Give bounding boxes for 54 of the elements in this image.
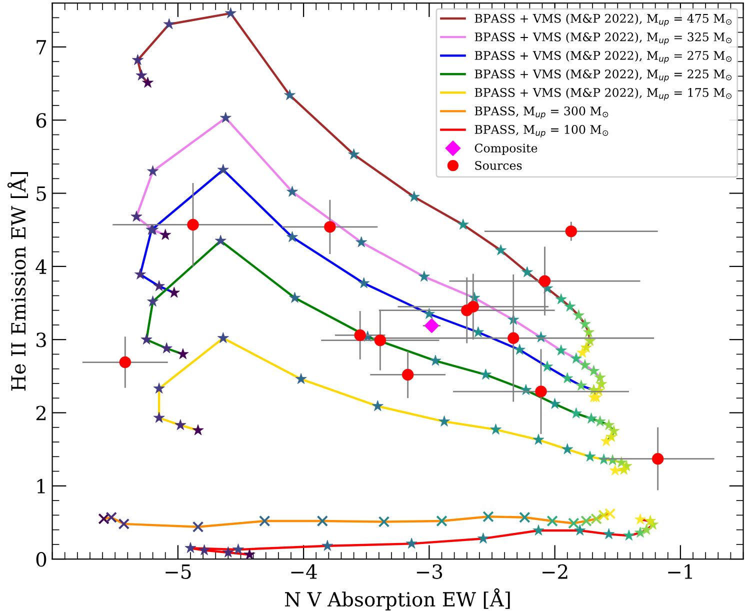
point	[378, 516, 390, 528]
y-tick-label: 6	[36, 113, 46, 128]
point	[535, 386, 547, 398]
legend-label: BPASS, M$_{up}$ = 300 M$_{⊙}$	[474, 106, 608, 119]
x-tick-label: −1	[668, 564, 692, 579]
legend-label: BPASS + VMS (M&P 2022), M$_{up}$ = 275 M$_{⊙}$	[474, 50, 732, 64]
point	[324, 221, 336, 233]
point	[519, 512, 530, 523]
point	[482, 511, 494, 522]
legend-label: BPASS, M$_{up}$ = 100 M$_{⊙}$	[474, 125, 608, 138]
point	[565, 225, 577, 238]
point	[402, 368, 414, 381]
y-axis-title: He II Emission EW [Å]	[7, 172, 28, 391]
legend-label: BPASS + VMS (M&P 2022), M$_{up}$ = 475 M$_{⊙}$	[474, 14, 732, 26]
point	[106, 512, 117, 523]
point	[546, 515, 558, 527]
x-tick-label: −5	[166, 564, 191, 579]
legend-label: Sources	[475, 160, 522, 170]
point	[354, 329, 366, 342]
y-tick-label: 4	[36, 259, 46, 274]
x-tick-label: −4	[291, 564, 317, 579]
point	[436, 515, 448, 527]
point	[316, 515, 328, 527]
point	[192, 521, 204, 533]
y-tick-label: 1	[37, 478, 45, 494]
point	[590, 513, 602, 524]
legend-label: BPASS + VMS (M&P 2022), M$_{up}$ = 225 M$_{⊙}$	[474, 69, 732, 82]
y-tick-label: 3	[36, 332, 46, 348]
point	[604, 508, 616, 520]
legend-label: BPASS + VMS (M&P 2022), M$_{up}$ = 325 M$_{⊙}$	[474, 32, 732, 45]
point	[568, 518, 580, 529]
point	[508, 332, 520, 344]
point	[580, 515, 592, 527]
point	[119, 356, 131, 368]
point	[374, 334, 386, 346]
point	[118, 518, 130, 530]
point	[187, 218, 199, 231]
point	[538, 275, 551, 287]
point	[258, 515, 270, 527]
x-axis-title: N V Absorption EW [Å]	[285, 588, 510, 610]
legend-label: BPASS + VMS (M&P 2022), M$_{up}$ = 175 M$_{⊙}$	[474, 88, 732, 100]
x-tick-label: −3	[416, 564, 442, 579]
y-tick-label: 2	[36, 406, 46, 420]
point	[467, 300, 479, 313]
point	[244, 548, 256, 560]
point	[652, 452, 664, 465]
y-tick-label: 0	[36, 552, 46, 567]
y-tick-label: 7	[36, 40, 46, 54]
legend-label: Composite	[474, 144, 538, 155]
point	[598, 510, 610, 521]
x-tick-label: −2	[542, 564, 568, 579]
point	[424, 318, 439, 333]
y-tick-label: 5	[36, 186, 46, 201]
point	[98, 513, 110, 524]
